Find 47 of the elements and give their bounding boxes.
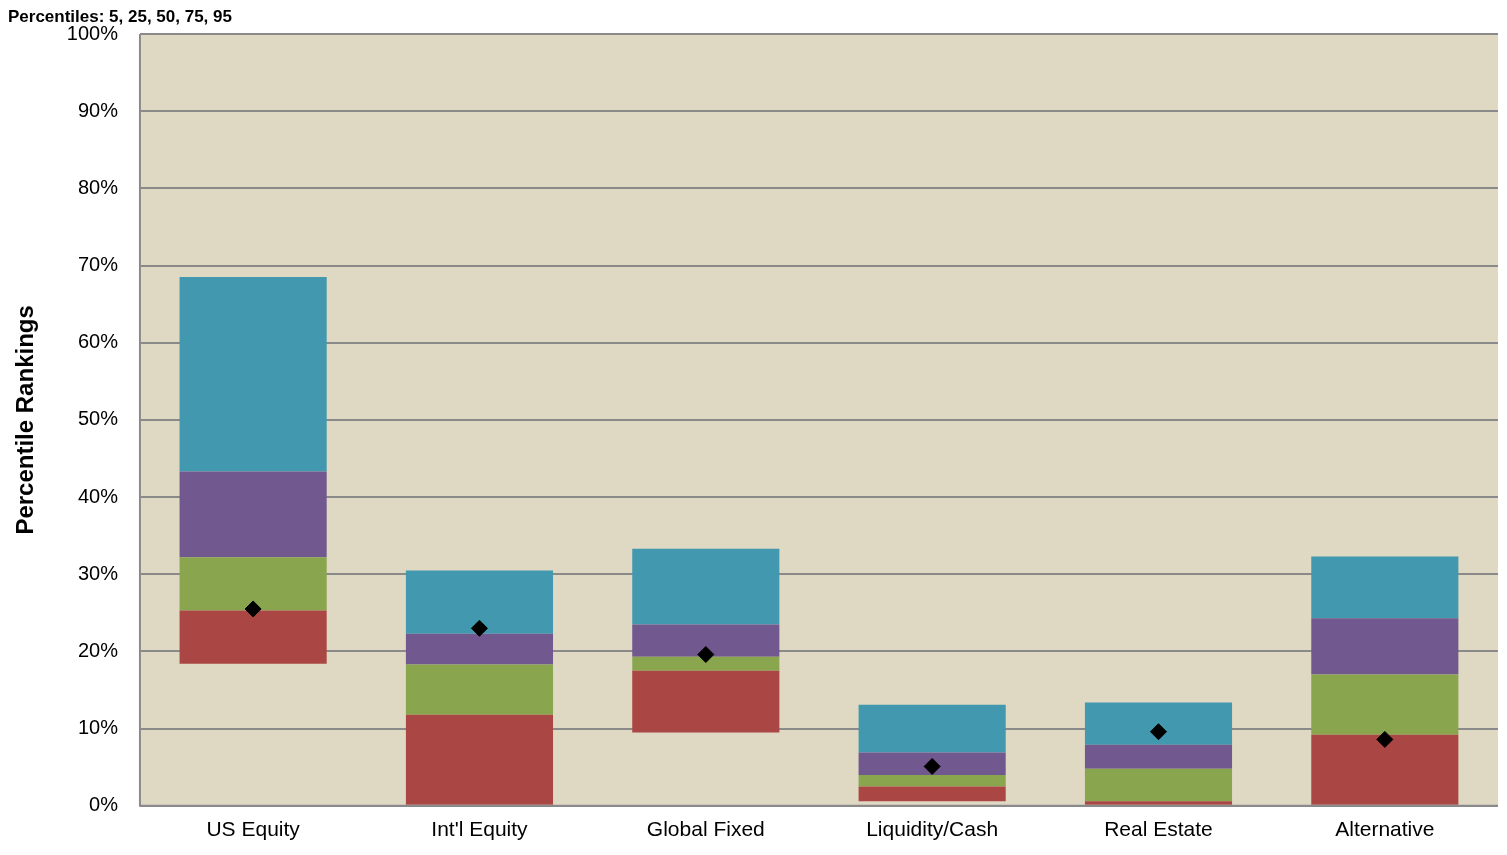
- point: [470, 619, 488, 637]
- bar: [1311, 734, 1459, 805]
- bar: [405, 633, 554, 665]
- bar: [858, 774, 1006, 787]
- bar: [1084, 801, 1233, 805]
- point: [1149, 723, 1167, 741]
- point: [697, 646, 715, 664]
- y-tick-label: 60%: [77, 330, 119, 353]
- y-tick-label: 10%: [77, 716, 119, 739]
- y-axis-title: Percentile Rankings: [11, 305, 39, 535]
- bar: [858, 786, 1006, 802]
- bar: [632, 656, 780, 671]
- x-tick-label: US Equity: [206, 817, 301, 841]
- y-tick-label: 90%: [77, 98, 119, 121]
- bar: [179, 471, 327, 558]
- x-tick-label: Real Estate: [1104, 817, 1213, 841]
- y-tick-label: 0%: [89, 793, 119, 816]
- y-tick-label: 50%: [77, 407, 119, 430]
- bar: [1311, 674, 1459, 735]
- bar: [1084, 702, 1233, 745]
- y-tick-label: 20%: [77, 638, 119, 661]
- x-tick-label: Liquidity/Cash: [866, 817, 999, 841]
- bar: [405, 570, 554, 634]
- bar: [179, 557, 327, 611]
- bar: [179, 277, 327, 472]
- y-tick-label: 70%: [77, 253, 119, 276]
- y-tick-label: 40%: [77, 484, 119, 507]
- bar: [858, 704, 1006, 753]
- x-tick-label: Int'l Equity: [431, 817, 529, 841]
- x-tick-label: Alternative: [1335, 817, 1435, 841]
- bar: [1084, 768, 1233, 802]
- bar: [1084, 744, 1233, 769]
- bar: [858, 752, 1006, 775]
- y-tick-label: 80%: [77, 175, 119, 198]
- bar: [179, 610, 327, 664]
- bar: [1311, 556, 1459, 619]
- bar: [405, 664, 554, 715]
- bar: [632, 670, 780, 733]
- y-tick-label: 30%: [77, 561, 119, 584]
- point: [244, 600, 262, 618]
- point: [1376, 730, 1394, 748]
- bar: [632, 624, 780, 657]
- point: [923, 757, 941, 775]
- x-tick-label: Global Fixed: [646, 817, 765, 841]
- bar: [632, 548, 780, 625]
- bar: [405, 714, 554, 805]
- bar: [1311, 618, 1459, 675]
